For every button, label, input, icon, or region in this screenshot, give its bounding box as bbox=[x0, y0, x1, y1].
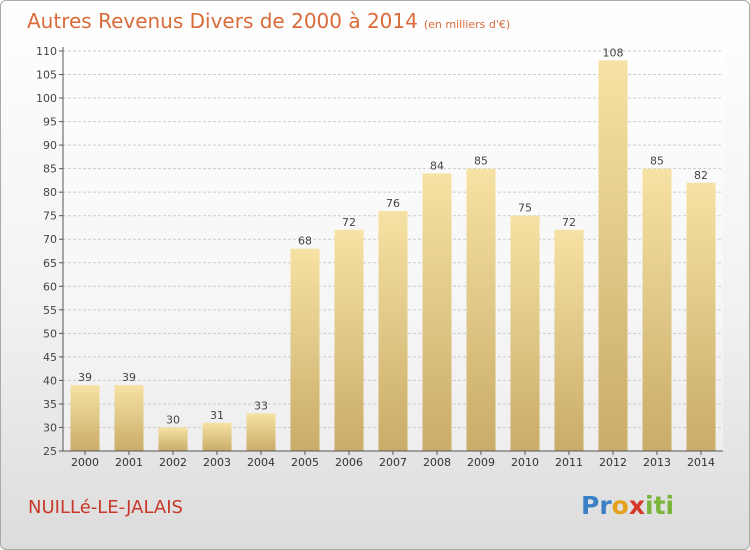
bar-value-label: 82 bbox=[694, 169, 708, 182]
chart-title-text: Autres Revenus Divers de 2000 à 2014 bbox=[27, 9, 418, 33]
y-tick-label: 95 bbox=[43, 116, 57, 129]
x-tick-label: 2009 bbox=[467, 456, 495, 469]
bar-value-label: 72 bbox=[342, 216, 356, 229]
bar-value-label: 85 bbox=[474, 155, 488, 168]
proxiti-logo: Proxiti bbox=[581, 491, 674, 520]
bar-value-label: 39 bbox=[122, 371, 136, 384]
x-tick-label: 2012 bbox=[599, 456, 627, 469]
bar-value-label: 72 bbox=[562, 216, 576, 229]
town-name: NUILLé-LE-JALAIS bbox=[28, 497, 183, 518]
bar bbox=[642, 168, 672, 451]
bar bbox=[290, 248, 320, 451]
x-tick-label: 2002 bbox=[159, 456, 187, 469]
x-tick-label: 2006 bbox=[335, 456, 363, 469]
y-tick-label: 30 bbox=[43, 421, 57, 434]
bar bbox=[70, 385, 100, 451]
y-tick-label: 50 bbox=[43, 327, 57, 340]
logo-letter: o bbox=[611, 491, 629, 520]
bar bbox=[246, 413, 276, 451]
x-tick-label: 2011 bbox=[555, 456, 583, 469]
logo-letter: x bbox=[628, 491, 645, 520]
bar-value-label: 33 bbox=[254, 399, 268, 412]
bar-value-label: 84 bbox=[430, 159, 444, 172]
x-tick-label: 2013 bbox=[643, 456, 671, 469]
bar bbox=[202, 422, 232, 451]
y-tick-label: 55 bbox=[43, 304, 57, 317]
y-tick-label: 25 bbox=[43, 445, 57, 458]
x-tick-label: 2001 bbox=[115, 456, 143, 469]
bar-value-label: 76 bbox=[386, 197, 400, 210]
x-tick-label: 2007 bbox=[379, 456, 407, 469]
bar bbox=[114, 385, 144, 451]
bar bbox=[378, 211, 408, 451]
x-tick-label: 2005 bbox=[291, 456, 319, 469]
bar bbox=[158, 427, 188, 451]
y-tick-label: 35 bbox=[43, 398, 57, 411]
logo-letter: r bbox=[599, 491, 612, 520]
x-tick-label: 2014 bbox=[687, 456, 715, 469]
y-tick-label: 45 bbox=[43, 351, 57, 364]
bar-value-label: 75 bbox=[518, 202, 532, 215]
y-tick-label: 85 bbox=[43, 163, 57, 176]
x-tick-label: 2000 bbox=[71, 456, 99, 469]
bar bbox=[510, 215, 540, 451]
logo-letter: i bbox=[645, 491, 654, 520]
y-tick-label: 65 bbox=[43, 257, 57, 270]
logo-letter: t bbox=[653, 491, 666, 520]
bar-value-label: 30 bbox=[166, 413, 180, 426]
bar bbox=[686, 182, 716, 451]
y-tick-label: 100 bbox=[36, 92, 57, 105]
x-tick-label: 2010 bbox=[511, 456, 539, 469]
bar-value-label: 85 bbox=[650, 155, 664, 168]
bar bbox=[466, 168, 496, 451]
bar-value-label: 39 bbox=[78, 371, 92, 384]
bar bbox=[422, 173, 452, 451]
y-tick-label: 105 bbox=[36, 69, 57, 82]
logo-letter: P bbox=[581, 491, 600, 520]
bar-value-label: 31 bbox=[210, 409, 224, 422]
y-tick-label: 90 bbox=[43, 139, 57, 152]
y-tick-label: 40 bbox=[43, 374, 57, 387]
bar bbox=[334, 229, 364, 451]
logo-letter: i bbox=[665, 491, 675, 520]
y-tick-label: 70 bbox=[43, 233, 57, 246]
y-tick-label: 60 bbox=[43, 280, 57, 293]
chart-title: Autres Revenus Divers de 2000 à 2014 (en … bbox=[27, 9, 510, 33]
x-tick-label: 2008 bbox=[423, 456, 451, 469]
y-tick-label: 80 bbox=[43, 186, 57, 199]
x-tick-label: 2004 bbox=[247, 456, 275, 469]
bar bbox=[554, 229, 584, 451]
y-tick-label: 75 bbox=[43, 210, 57, 223]
x-tick-label: 2003 bbox=[203, 456, 231, 469]
bar-value-label: 68 bbox=[298, 235, 312, 248]
bar-value-label: 108 bbox=[603, 46, 624, 59]
bar bbox=[598, 60, 628, 451]
chart-subtitle: (en milliers d'€) bbox=[423, 18, 511, 31]
y-tick-label: 110 bbox=[36, 45, 57, 58]
